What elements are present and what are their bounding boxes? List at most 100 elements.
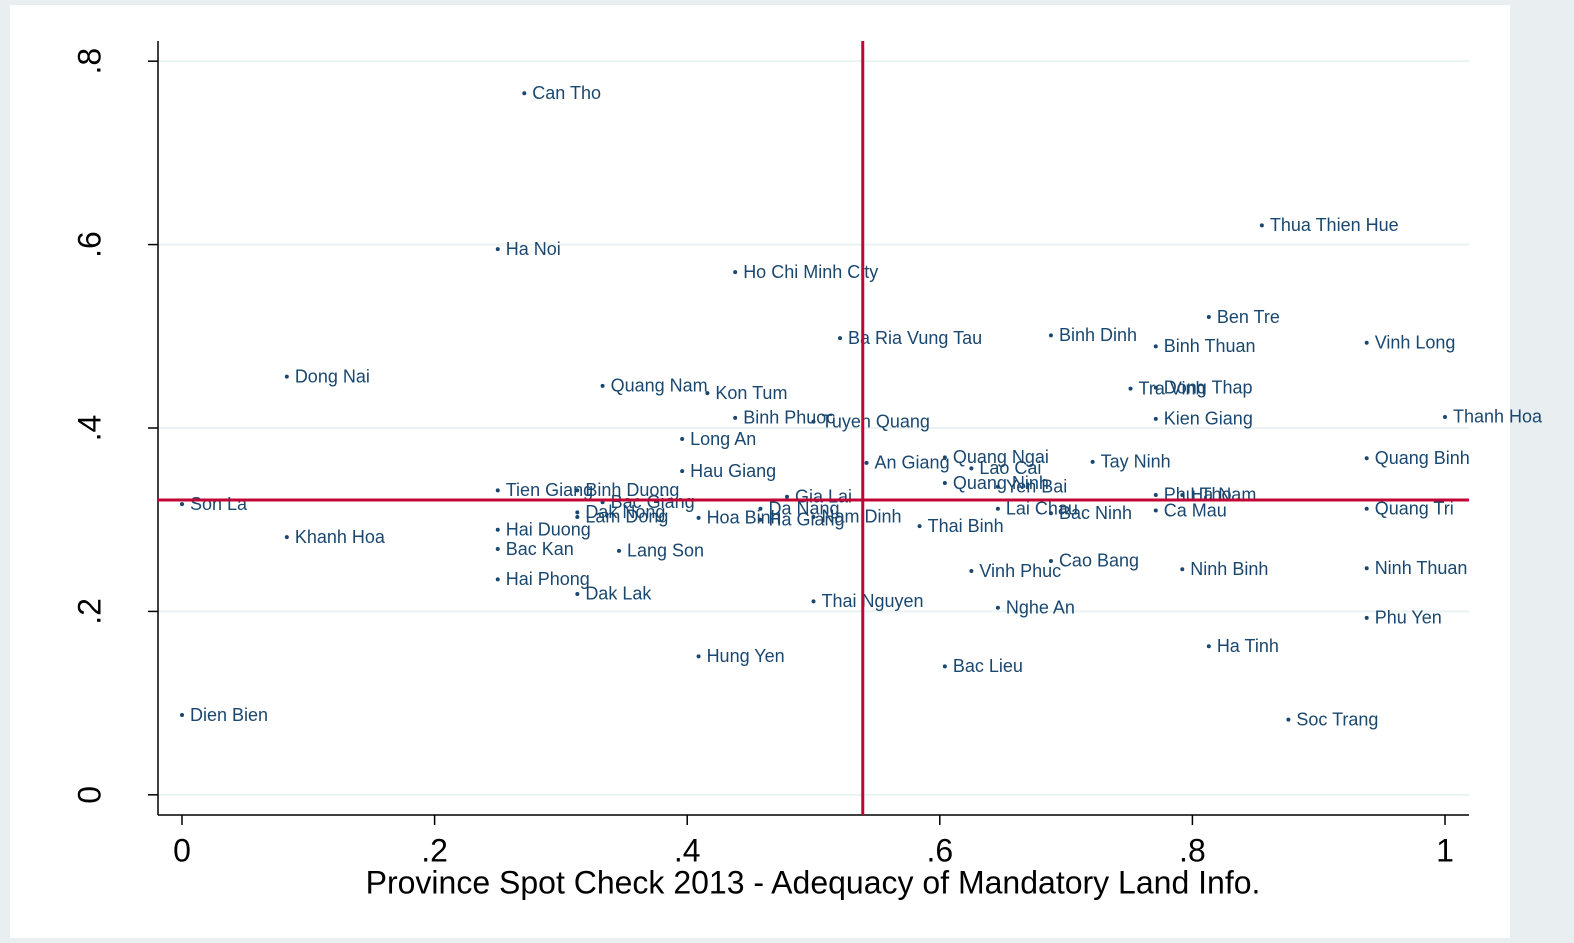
point <box>495 547 500 552</box>
point-label: Thai Nguyen <box>822 591 924 611</box>
y-tick-label: .6 <box>71 231 107 258</box>
x-tick-label: .2 <box>421 832 448 868</box>
point-label: Hau Giang <box>690 461 776 481</box>
point-label: Ho Chi Minh City <box>743 262 878 282</box>
point <box>575 514 580 519</box>
point <box>495 488 500 493</box>
point-label: Dak Nong <box>585 502 665 522</box>
point-label: Ninh Thuan <box>1375 558 1468 578</box>
x-tick-label: 0 <box>173 832 191 868</box>
point-label: Bac Ninh <box>1059 503 1132 523</box>
point <box>1364 566 1369 571</box>
point-label: Dong Thap <box>1164 377 1253 397</box>
point-label: Quang Nam <box>611 376 708 396</box>
point-label: Hoa Binh <box>707 508 781 528</box>
point <box>1206 644 1211 649</box>
point-label: Ninh Binh <box>1190 559 1268 579</box>
point-label: Quang Tri <box>1375 498 1454 518</box>
point-label: Binh Thuan <box>1164 336 1256 356</box>
point <box>284 535 289 540</box>
point <box>1443 414 1448 419</box>
point <box>758 506 763 511</box>
point <box>942 455 947 460</box>
point <box>1206 315 1211 320</box>
point <box>1180 492 1185 497</box>
point <box>1153 344 1158 349</box>
point-label: Bac Lieu <box>953 656 1023 676</box>
point-label: Thua Thien Hue <box>1270 215 1399 235</box>
point <box>917 524 922 529</box>
point-label: Kien Giang <box>1164 409 1253 429</box>
point-label: Quang Ngai <box>953 447 1049 467</box>
point <box>495 577 500 582</box>
point-label: Binh Dinh <box>1059 325 1137 345</box>
point <box>811 419 816 424</box>
point <box>1128 386 1133 391</box>
point-label: Tra Vinh <box>1139 378 1206 398</box>
y-tick-label: 0 <box>71 786 107 804</box>
point-label: Lang Son <box>627 541 704 561</box>
x-axis-label: Province Spot Check 2013 - Adequacy of M… <box>366 864 1261 900</box>
point <box>969 569 974 574</box>
point <box>1153 416 1158 421</box>
point-label: Son La <box>190 494 248 514</box>
point <box>942 481 947 486</box>
point-label: Vinh Long <box>1375 332 1456 352</box>
point <box>1259 223 1264 228</box>
point <box>1048 511 1053 516</box>
point-label: Ben Tre <box>1217 307 1280 327</box>
point-label: Dien Bien <box>190 705 268 725</box>
point-label: Da Nang <box>768 498 839 518</box>
point <box>1153 492 1158 497</box>
point <box>616 548 621 553</box>
point <box>758 517 763 522</box>
point-label: Can Tho <box>532 83 601 103</box>
point <box>1364 456 1369 461</box>
point <box>733 415 738 420</box>
point-label: Lao Cai <box>979 458 1041 478</box>
point <box>1364 340 1369 345</box>
point-label: Lam Dong <box>585 507 668 527</box>
point-label: Soc Trang <box>1296 709 1378 729</box>
point-label: Nghe An <box>1006 597 1075 617</box>
point <box>995 484 1000 489</box>
x-tick-label: .4 <box>674 832 701 868</box>
point <box>284 374 289 379</box>
point <box>680 469 685 474</box>
point-label: Bac Kan <box>506 539 574 559</box>
point <box>696 654 701 659</box>
point-label: Thai Binh <box>928 516 1004 536</box>
point <box>1153 508 1158 513</box>
point <box>1153 385 1158 390</box>
point <box>495 247 500 252</box>
point <box>811 599 816 604</box>
point <box>1048 558 1053 563</box>
x-tick-label: .8 <box>1179 832 1206 868</box>
point <box>1090 459 1095 464</box>
point-label: Lai Chau <box>1006 498 1078 518</box>
y-tick-label: .8 <box>71 48 107 75</box>
point-label: Ha Noi <box>506 239 561 259</box>
point-label: Phu Yen <box>1375 608 1442 628</box>
point-label: Hung Yen <box>707 646 785 666</box>
point-label: Tien Giang <box>506 480 593 500</box>
point-label: Thanh Hoa <box>1453 407 1543 427</box>
point-label: Gia Lai <box>795 487 852 507</box>
point-label: Tay Ninh <box>1101 452 1171 472</box>
point-label: Kon Tum <box>715 383 787 403</box>
y-tick-label: .4 <box>71 415 107 442</box>
point-label: Quang Ninh <box>953 473 1049 493</box>
point <box>522 91 527 96</box>
point <box>864 460 869 465</box>
point <box>784 494 789 499</box>
point-label: Dong Nai <box>295 366 370 386</box>
point <box>942 664 947 669</box>
point <box>838 336 843 341</box>
point-label: Ha Tinh <box>1217 636 1279 656</box>
point-label: Yen Bai <box>1006 476 1067 496</box>
point-label: An Giang <box>875 453 950 473</box>
y-tick-label: .2 <box>71 598 107 625</box>
point-label: Hai Phong <box>506 569 590 589</box>
point-label: Quang Binh <box>1375 448 1470 468</box>
